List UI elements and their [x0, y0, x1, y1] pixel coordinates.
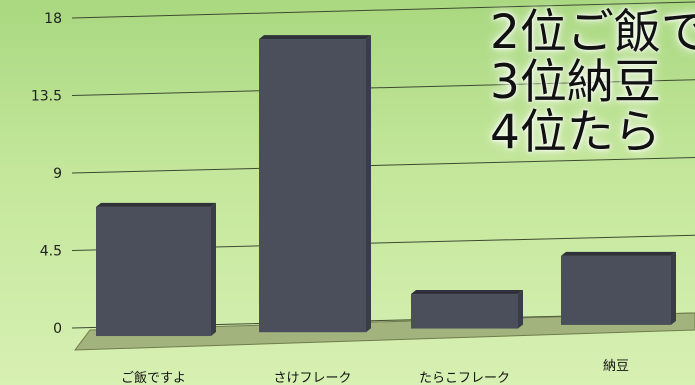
x-axis-categories: ご飯ですよ さけフレーク たらこフレーク 納豆	[121, 359, 629, 385]
gridline	[71, 79, 695, 96]
bar-side	[211, 202, 216, 337]
overlay-line-3: 3位納豆	[490, 55, 661, 110]
bar-front	[561, 255, 671, 325]
y-tick-label: 0	[53, 321, 62, 337]
bar-side	[366, 35, 371, 333]
y-axis-ticks: 0 4.5 9 13.5 18	[31, 11, 62, 337]
bar-front	[96, 206, 211, 337]
gridline	[71, 1, 695, 19]
y-tick-label: 13.5	[31, 89, 62, 105]
bar-top	[96, 202, 216, 207]
x-category-label: たらこフレーク	[419, 371, 510, 385]
bars	[96, 35, 676, 337]
x-category-label: さけフレーク	[273, 371, 351, 385]
overlay-line-2: 2位ご飯で	[490, 5, 695, 60]
bar	[96, 202, 216, 337]
y-tick-label: 18	[44, 11, 62, 27]
x-category-label: 納豆	[603, 359, 629, 374]
bar-side	[518, 290, 523, 329]
bar	[259, 35, 371, 333]
x-category-label: ご飯ですよ	[121, 370, 186, 385]
y-tick-label: 9	[53, 166, 62, 182]
bar	[411, 290, 523, 329]
bar-front	[411, 294, 518, 329]
ranking-overlay-text: 2位ご飯で 3位納豆 4位たら	[490, 8, 695, 158]
bar-side	[671, 251, 676, 325]
y-tick-label: 4.5	[40, 244, 62, 260]
bar-top	[411, 290, 523, 295]
bar-front	[259, 39, 366, 333]
bar-top	[561, 251, 676, 256]
overlay-line-4: 4位たら	[490, 105, 661, 160]
bar-top	[259, 35, 371, 40]
bar	[561, 251, 676, 325]
gridline	[71, 157, 695, 174]
